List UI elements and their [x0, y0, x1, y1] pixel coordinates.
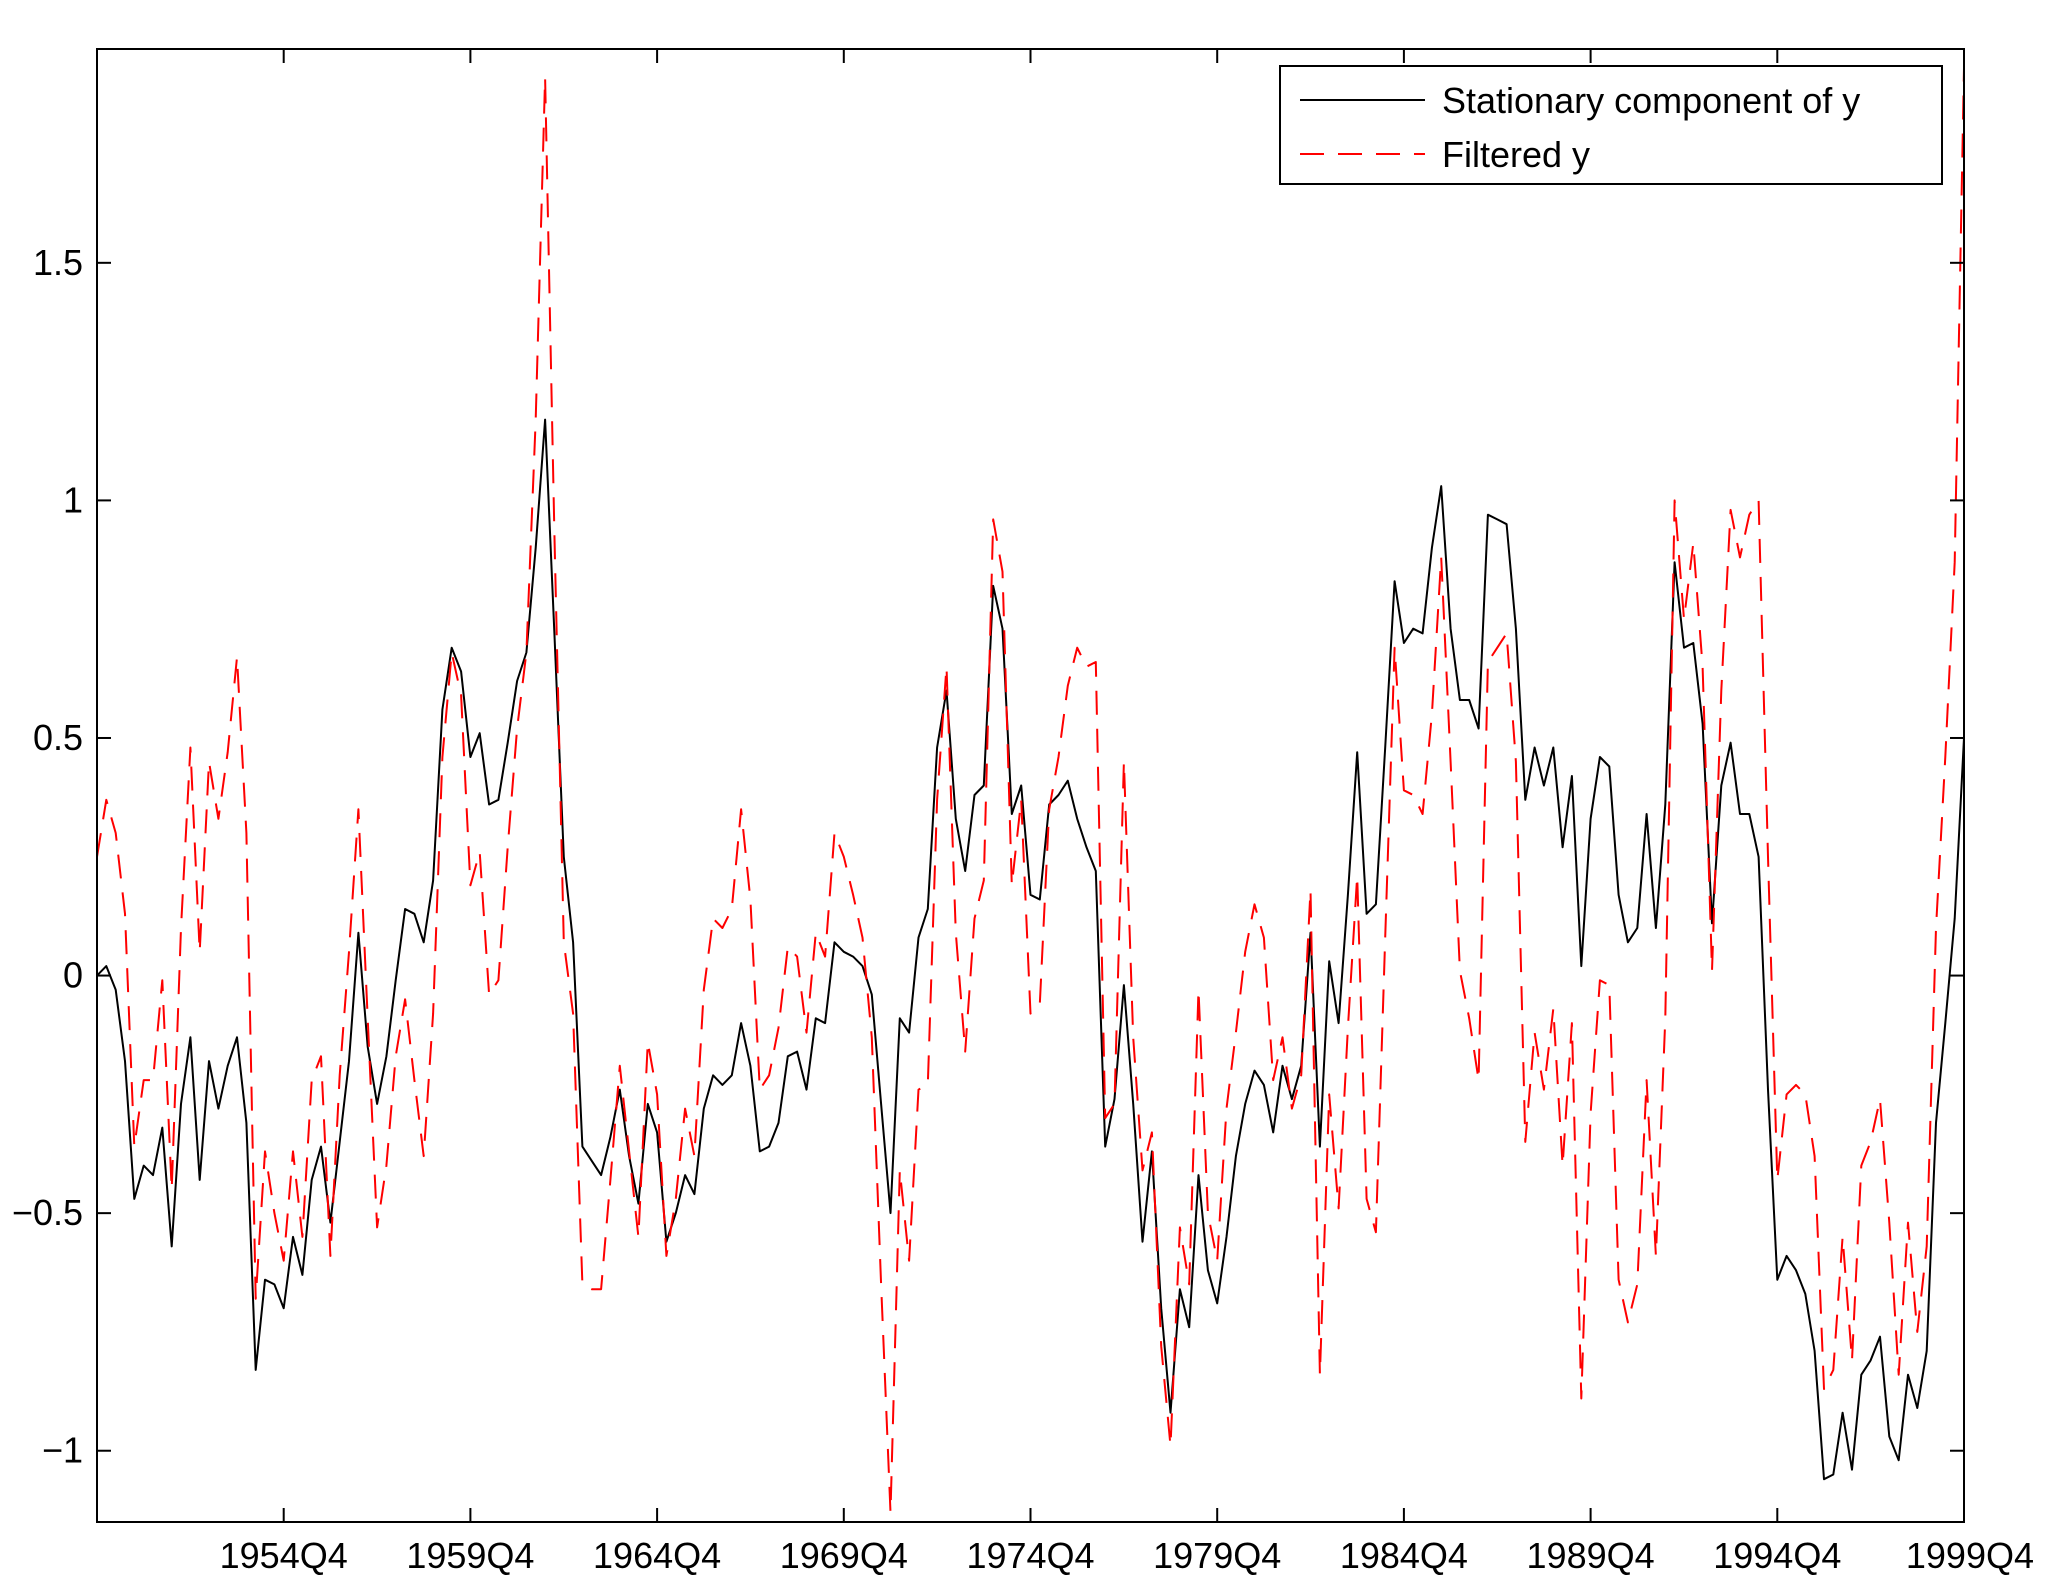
legend-box [1279, 65, 1943, 185]
x-tick-label-0: 1954Q4 [220, 1535, 348, 1575]
x-tick-label-7: 1989Q4 [1527, 1535, 1655, 1575]
x-tick-label-6: 1984Q4 [1340, 1535, 1468, 1575]
x-tick-label-2: 1964Q4 [593, 1535, 721, 1575]
series-line-0 [96, 418, 1965, 1481]
axes-layer: 1954Q4 1959Q4 1964Q4 1969Q4 1974Q4 1979Q4 1984… [12, 49, 2034, 1575]
plot-frame [96, 48, 1965, 1523]
x-tick-label-4: 1974Q4 [966, 1535, 1094, 1575]
series-line-1 [96, 67, 1965, 1514]
x-tick-label-3: 1969Q4 [780, 1535, 908, 1575]
x-tick-label-8: 1994Q4 [1713, 1535, 1841, 1575]
y-tick-label-1: −0.5 [12, 1192, 83, 1233]
legend-label-series-0: Stationary component of y [1442, 80, 1860, 121]
x-tick-label-9: 1999Q4 [1906, 1535, 2034, 1575]
x-tick-label-1: 1959Q4 [406, 1535, 534, 1575]
y-tick-label-3: 0.5 [33, 717, 83, 758]
plot-background [97, 49, 1964, 1522]
series-layer [96, 67, 1965, 1514]
y-tick-label-0: −1 [42, 1430, 83, 1471]
y-tick-label-5: 1.5 [33, 242, 83, 283]
x-tick-label-5: 1979Q4 [1153, 1535, 1281, 1575]
y-tick-label-2: 0 [63, 955, 83, 996]
legend-label-series-1: Filtered y [1442, 134, 1590, 175]
legend: Stationary component of y Filtered y [1279, 65, 1943, 185]
y-tick-label-4: 1 [63, 479, 83, 520]
